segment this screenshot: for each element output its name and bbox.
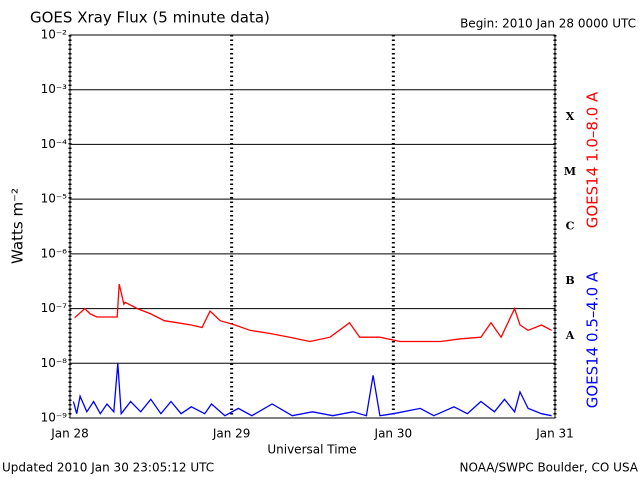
footer-right: NOAA/SWPC Boulder, CO USA: [460, 461, 639, 475]
legend-entry: GOES14 0.5–4.0 A: [584, 271, 602, 408]
y-axis-label: Watts m⁻²: [9, 188, 27, 264]
plot-area: [72, 283, 552, 417]
y-tick-label: 10⁻²: [41, 28, 68, 42]
flare-class-label: X: [566, 110, 575, 123]
flare-class-label: M: [564, 165, 576, 178]
y-tick-label: 10⁻³: [41, 82, 68, 96]
series-line: [72, 363, 552, 417]
chart-title: GOES Xray Flux (5 minute data): [30, 9, 270, 27]
x-axis-label: Universal Time: [267, 443, 356, 457]
y-tick-label: 10⁻⁵: [41, 192, 68, 206]
y-tick-label: 10⁻⁶: [41, 246, 68, 260]
x-tick-label: Jan 28: [50, 427, 89, 441]
x-tick-label: Jan 30: [374, 427, 413, 441]
y-tick-label: 10⁻⁷: [41, 301, 68, 315]
x-tick-label: Jan 29: [212, 427, 251, 441]
y-tick-label: 10⁻⁴: [41, 137, 68, 151]
footer-left: Updated 2010 Jan 30 23:05:12 UTC: [2, 461, 214, 475]
flare-class-label: A: [565, 329, 575, 342]
x-tick-label: Jan 31: [535, 427, 574, 441]
legend-entry: GOES14 1.0–8.0 A: [584, 91, 602, 228]
y-tick-label: 10⁻⁹: [41, 411, 68, 425]
flare-class-label: B: [565, 274, 574, 287]
chart-subtitle: Begin: 2010 Jan 28 0000 UTC: [460, 17, 636, 31]
plot-frame: [69, 34, 556, 419]
flare-class-label: C: [566, 220, 575, 233]
series-line: [74, 283, 552, 343]
y-tick-label: 10⁻⁸: [41, 356, 68, 370]
